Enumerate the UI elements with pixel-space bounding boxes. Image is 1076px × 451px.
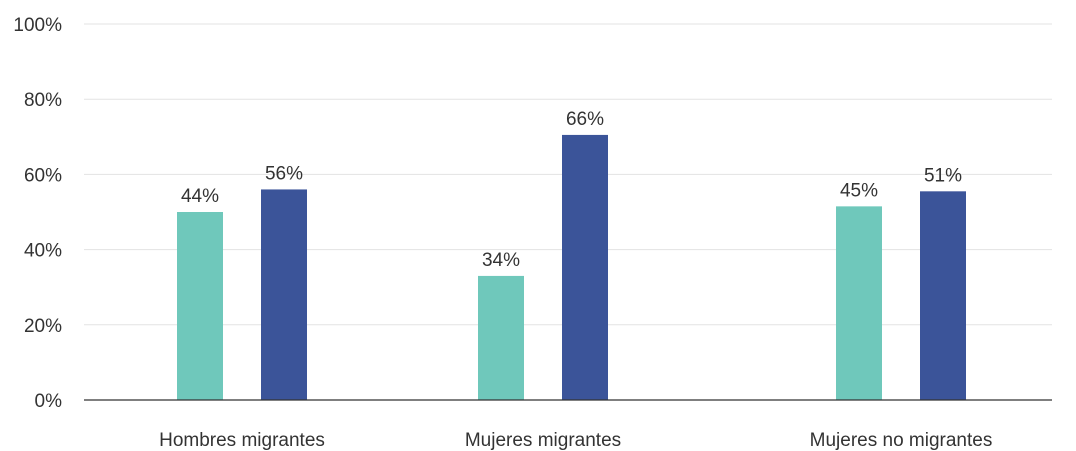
bar	[920, 191, 966, 400]
bar	[177, 212, 223, 400]
y-axis-tick-labels: 0% 20% 40% 60% 80% 100%	[13, 15, 62, 412]
bars	[177, 134, 966, 401]
y-tick-label: 40%	[24, 241, 62, 262]
y-tick-label: 80%	[24, 90, 62, 111]
bar	[562, 134, 608, 401]
x-axis-category-labels: Hombres migrantes Mujeres migrantes Mujere…	[159, 430, 992, 451]
data-label: 66%	[566, 109, 604, 130]
x-category-label: Mujeres no migrantes	[810, 430, 993, 451]
data-label: 45%	[840, 180, 878, 201]
data-label: 51%	[924, 165, 962, 186]
x-category-label: Hombres migrantes	[159, 430, 325, 451]
x-category-label: Mujeres migrantes	[465, 430, 621, 451]
y-tick-label: 60%	[24, 165, 62, 186]
y-tick-label: 20%	[24, 316, 62, 337]
data-label: 34%	[482, 250, 520, 271]
y-tick-label: 100%	[13, 15, 62, 36]
data-labels: 44% 56% 34% 66% 45% 51%	[181, 109, 962, 271]
data-label: 56%	[265, 163, 303, 184]
bar	[478, 275, 524, 400]
data-label: 44%	[181, 186, 219, 207]
y-tick-label: 0%	[35, 391, 63, 412]
bar	[261, 189, 307, 400]
bar	[836, 206, 882, 400]
